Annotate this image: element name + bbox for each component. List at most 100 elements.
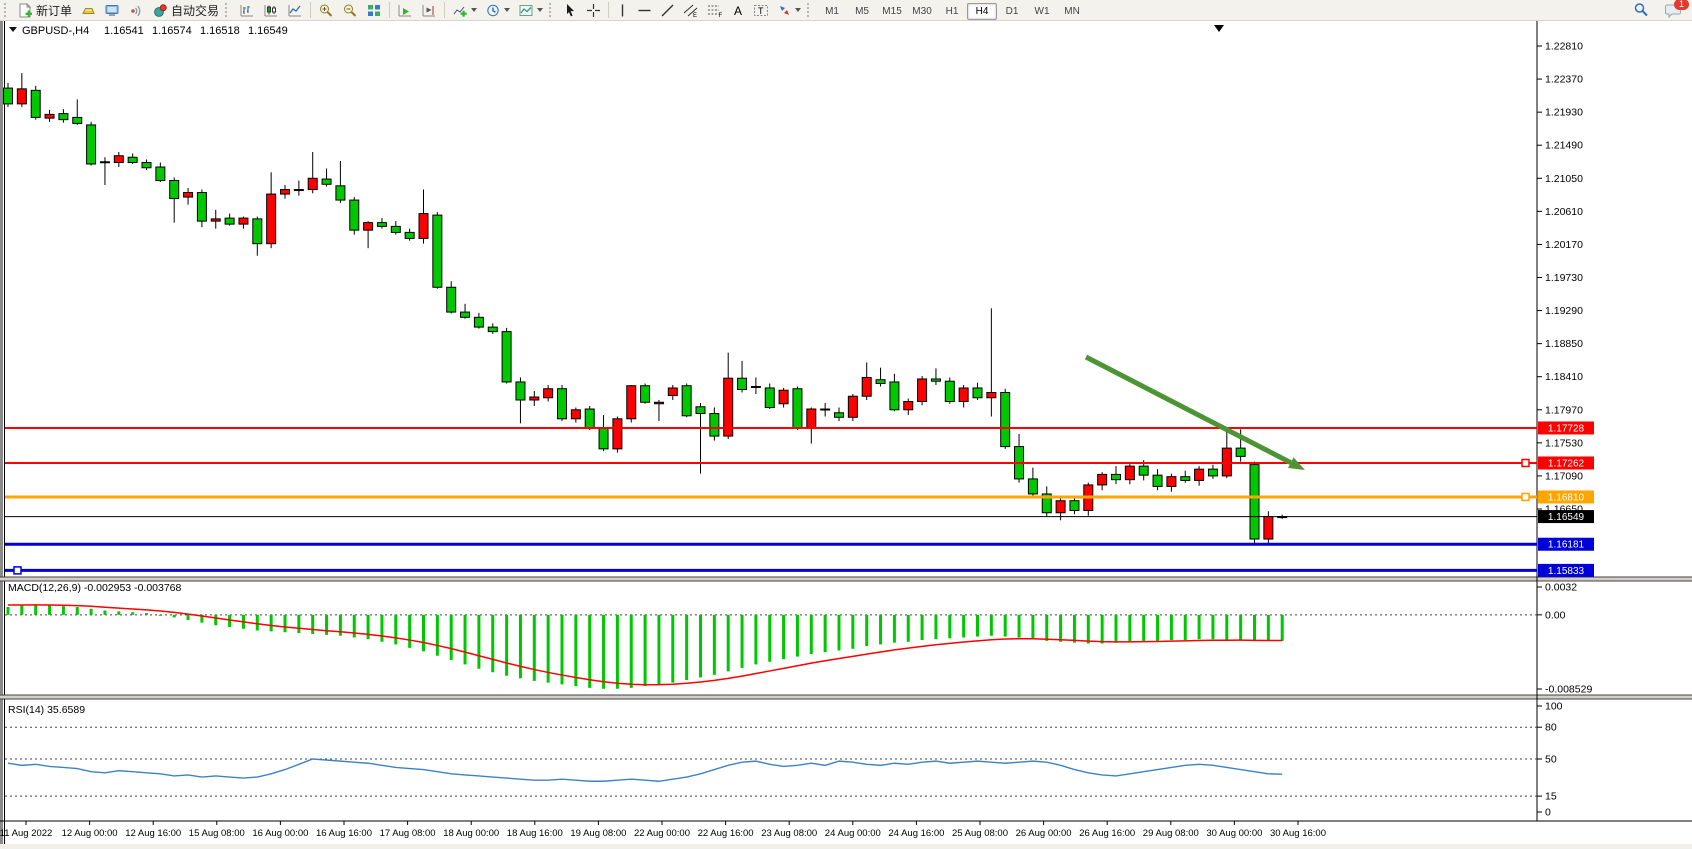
line-chart-button[interactable] [283,0,307,20]
search-button[interactable] [1629,0,1653,20]
timeframe-m5-button[interactable]: M5 [855,5,869,17]
candle [58,113,69,121]
bar-chart-button[interactable] [235,0,259,20]
level-line-handle[interactable] [1521,492,1530,502]
chart-shift-marker[interactable] [1214,25,1224,32]
auto-scroll-button[interactable] [393,0,417,20]
candle [903,401,914,411]
text-label-tool-button[interactable]: T [749,0,773,20]
candle [1097,473,1108,486]
timeframe-m30-button[interactable]: M30 [912,5,932,17]
time-label: 22 Aug 00:00 [634,828,690,839]
vertical-line-icon [621,4,624,16]
cursor-tool-button[interactable] [559,0,582,20]
candle [390,225,401,233]
candle [376,222,387,227]
zoom-in-button[interactable] [314,0,338,20]
macd-bar [1017,614,1021,638]
pane-separator[interactable] [0,695,1692,699]
equidistant-channel-tool-button[interactable]: E [679,0,703,20]
trend-arrow-line[interactable] [1084,354,1292,465]
candle [432,214,443,288]
macd-bar [574,614,578,687]
autotrading-icon [152,3,168,18]
trendline-tool-button[interactable] [656,0,679,20]
arrows-tool-button[interactable] [773,0,805,20]
macd-bar [394,614,398,645]
ohlc-close: 1.16549 [248,25,288,37]
vertical-line-tool-button[interactable] [612,0,633,20]
candle [460,311,471,318]
level-line-handle[interactable] [13,566,22,575]
candle [293,189,304,192]
symbol-dropdown-icon[interactable] [9,27,17,32]
chart-symbol-period: GBPUSD-,H4 [22,25,89,37]
crosshair-tool-button[interactable] [582,0,605,20]
timeframe-h1-button[interactable]: H1 [945,5,959,17]
timeframe-w1-button[interactable]: W1 [1034,5,1050,17]
candle [501,331,512,383]
price-tick-label: 1.19290 [1545,305,1583,317]
macd-bar [809,614,813,654]
time-label: 23 Aug 08:00 [761,828,817,839]
toolbar-grip[interactable] [549,3,556,17]
time-label: 24 Aug 16:00 [888,828,944,839]
indicators-dropdown-caret[interactable] [471,8,478,12]
periods-dropdown-caret[interactable] [504,8,511,12]
candle [473,316,484,328]
candle [695,406,706,415]
chart-canvas[interactable]: 1.17728 1.17262 1.16810 1.16549 1.16181 1.158… [0,20,1692,844]
macd-tick-label: -0.008529 [1545,683,1592,695]
macd-bar [1086,614,1090,644]
candlestick-chart-button[interactable] [259,0,283,20]
macd-bar [477,614,481,669]
signals-button[interactable] [124,0,148,20]
autotrading-button[interactable]: 自动交易 [148,0,223,20]
macd-bar [338,614,342,636]
indicators-button[interactable] [448,0,481,20]
timeframe-h4-button[interactable]: H4 [967,2,998,20]
macd-bar [768,614,772,662]
price-badge-label: 1.16181 [1548,540,1585,551]
time-label: 29 Aug 08:00 [1143,828,1199,839]
chart-window: 1.17728 1.17262 1.16810 1.16549 1.16181 1.158… [0,20,1692,844]
timeframe-m15-button[interactable]: M15 [882,5,902,17]
text-tool-button[interactable]: A [727,0,749,20]
ohlc-open: 1.16541 [104,25,144,37]
gold-ingot-button[interactable] [76,0,100,20]
timeframe-d1-button[interactable]: D1 [1005,5,1019,17]
hosting-button[interactable] [100,0,124,20]
tile-windows-button[interactable] [362,0,386,20]
text-label-icon: T [754,4,769,16]
chart-shift-button[interactable] [417,0,441,20]
pane-separator[interactable] [0,577,1692,581]
macd-bar [602,614,606,689]
candle [127,156,138,163]
toolbar-grip[interactable] [225,3,232,17]
macd-bar [1280,614,1284,641]
macd-bar [1169,614,1173,641]
timeframe-m1-button[interactable]: M1 [825,5,839,17]
rsi-tick-label: 0 [1545,807,1551,819]
fibonacci-icon: F [708,5,723,18]
candle [570,409,581,420]
candlestick-chart-icon [264,4,278,16]
level-line-handle[interactable] [1521,458,1530,468]
new-order-button[interactable]: 新订单 [14,0,76,20]
timeframe-mn-button[interactable]: MN [1064,5,1080,17]
auto-scroll-icon [398,4,412,16]
toolbar-grip[interactable] [4,3,11,17]
horizontal-line-tool-button[interactable] [633,0,656,20]
toolbar-grip[interactable] [807,3,814,17]
fibonacci-tool-button[interactable]: F [703,0,727,20]
templates-button[interactable] [514,0,547,20]
zoom-out-button[interactable] [338,0,362,20]
macd-bar [449,614,453,661]
macd-bar [255,614,259,631]
arrows-dropdown-caret[interactable] [795,8,802,12]
trend-arrow-head[interactable] [1288,457,1305,470]
periods-button[interactable] [481,0,514,20]
chat-button[interactable]: 1 [1661,0,1689,20]
candle [30,89,41,118]
templates-dropdown-caret[interactable] [537,8,544,12]
